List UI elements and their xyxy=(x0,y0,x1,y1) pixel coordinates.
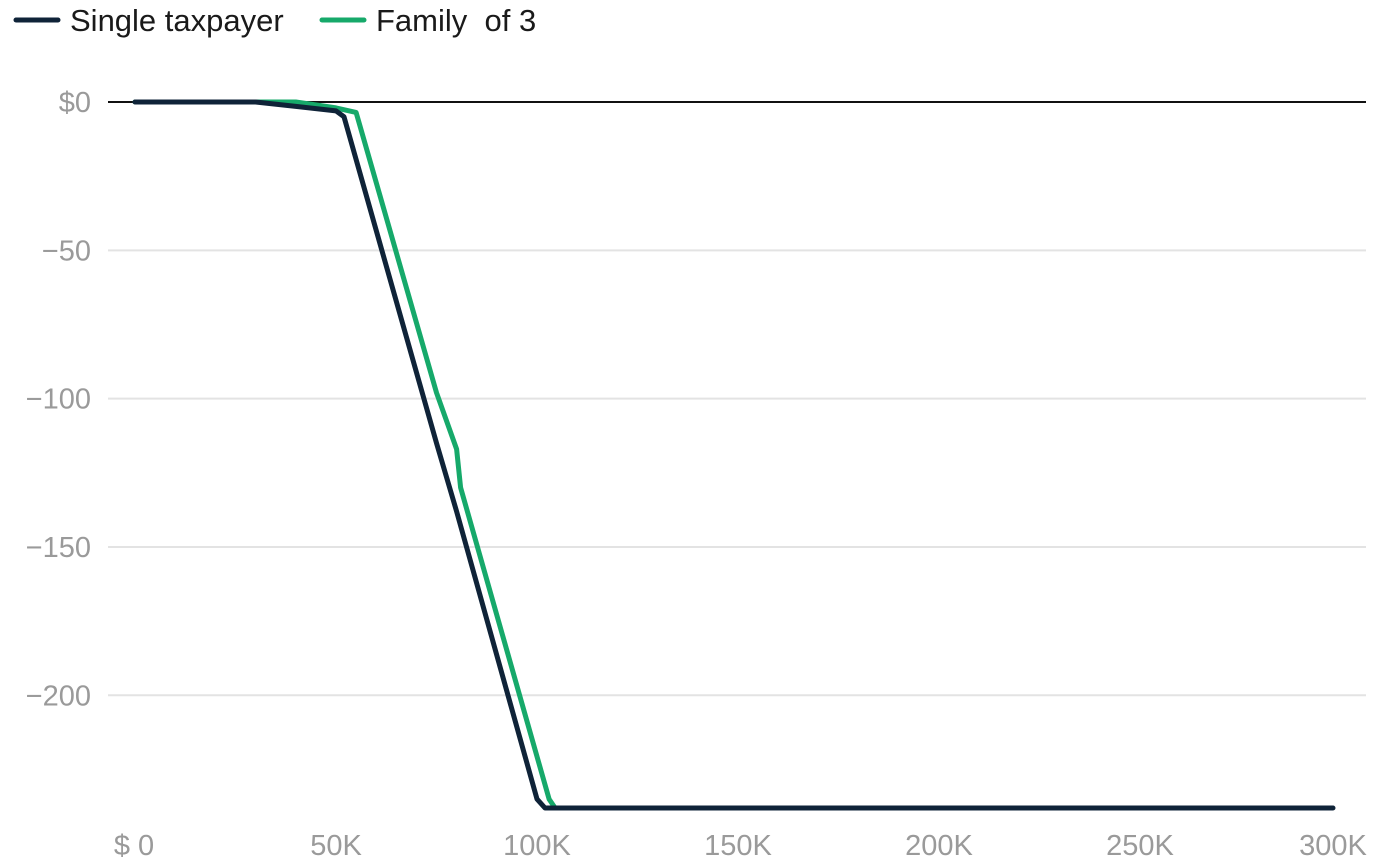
y-tick-label: $0 xyxy=(59,87,91,119)
x-tick-label: 100K xyxy=(503,830,571,862)
y-tick-label: −50 xyxy=(42,235,91,267)
series-layer xyxy=(132,99,1336,811)
x-axis: $ 0 50K 100K 150K 200K 250K 300K xyxy=(114,830,1368,862)
series-line-single-taxpayer xyxy=(132,99,1336,811)
gridlines xyxy=(108,101,1366,697)
x-tick-label: 300K xyxy=(1299,830,1367,862)
y-tick-label: −150 xyxy=(26,532,91,564)
x-tick-label: 50K xyxy=(310,830,362,862)
x-tick-label: 150K xyxy=(704,830,772,862)
y-tick-label: −100 xyxy=(26,384,91,416)
series-line-family-of-3 xyxy=(132,99,560,811)
y-tick-label: −200 xyxy=(26,680,91,712)
legend-label: Single taxpayer xyxy=(70,3,284,38)
legend-label: Family of 3 xyxy=(376,3,536,38)
x-tick-label: $ 0 xyxy=(114,830,154,862)
x-tick-label: 200K xyxy=(905,830,973,862)
legend: Single taxpayer Family of 3 xyxy=(13,3,536,38)
x-tick-label: 250K xyxy=(1106,830,1174,862)
y-axis: $0 −50 −100 −150 −200 xyxy=(26,87,91,712)
